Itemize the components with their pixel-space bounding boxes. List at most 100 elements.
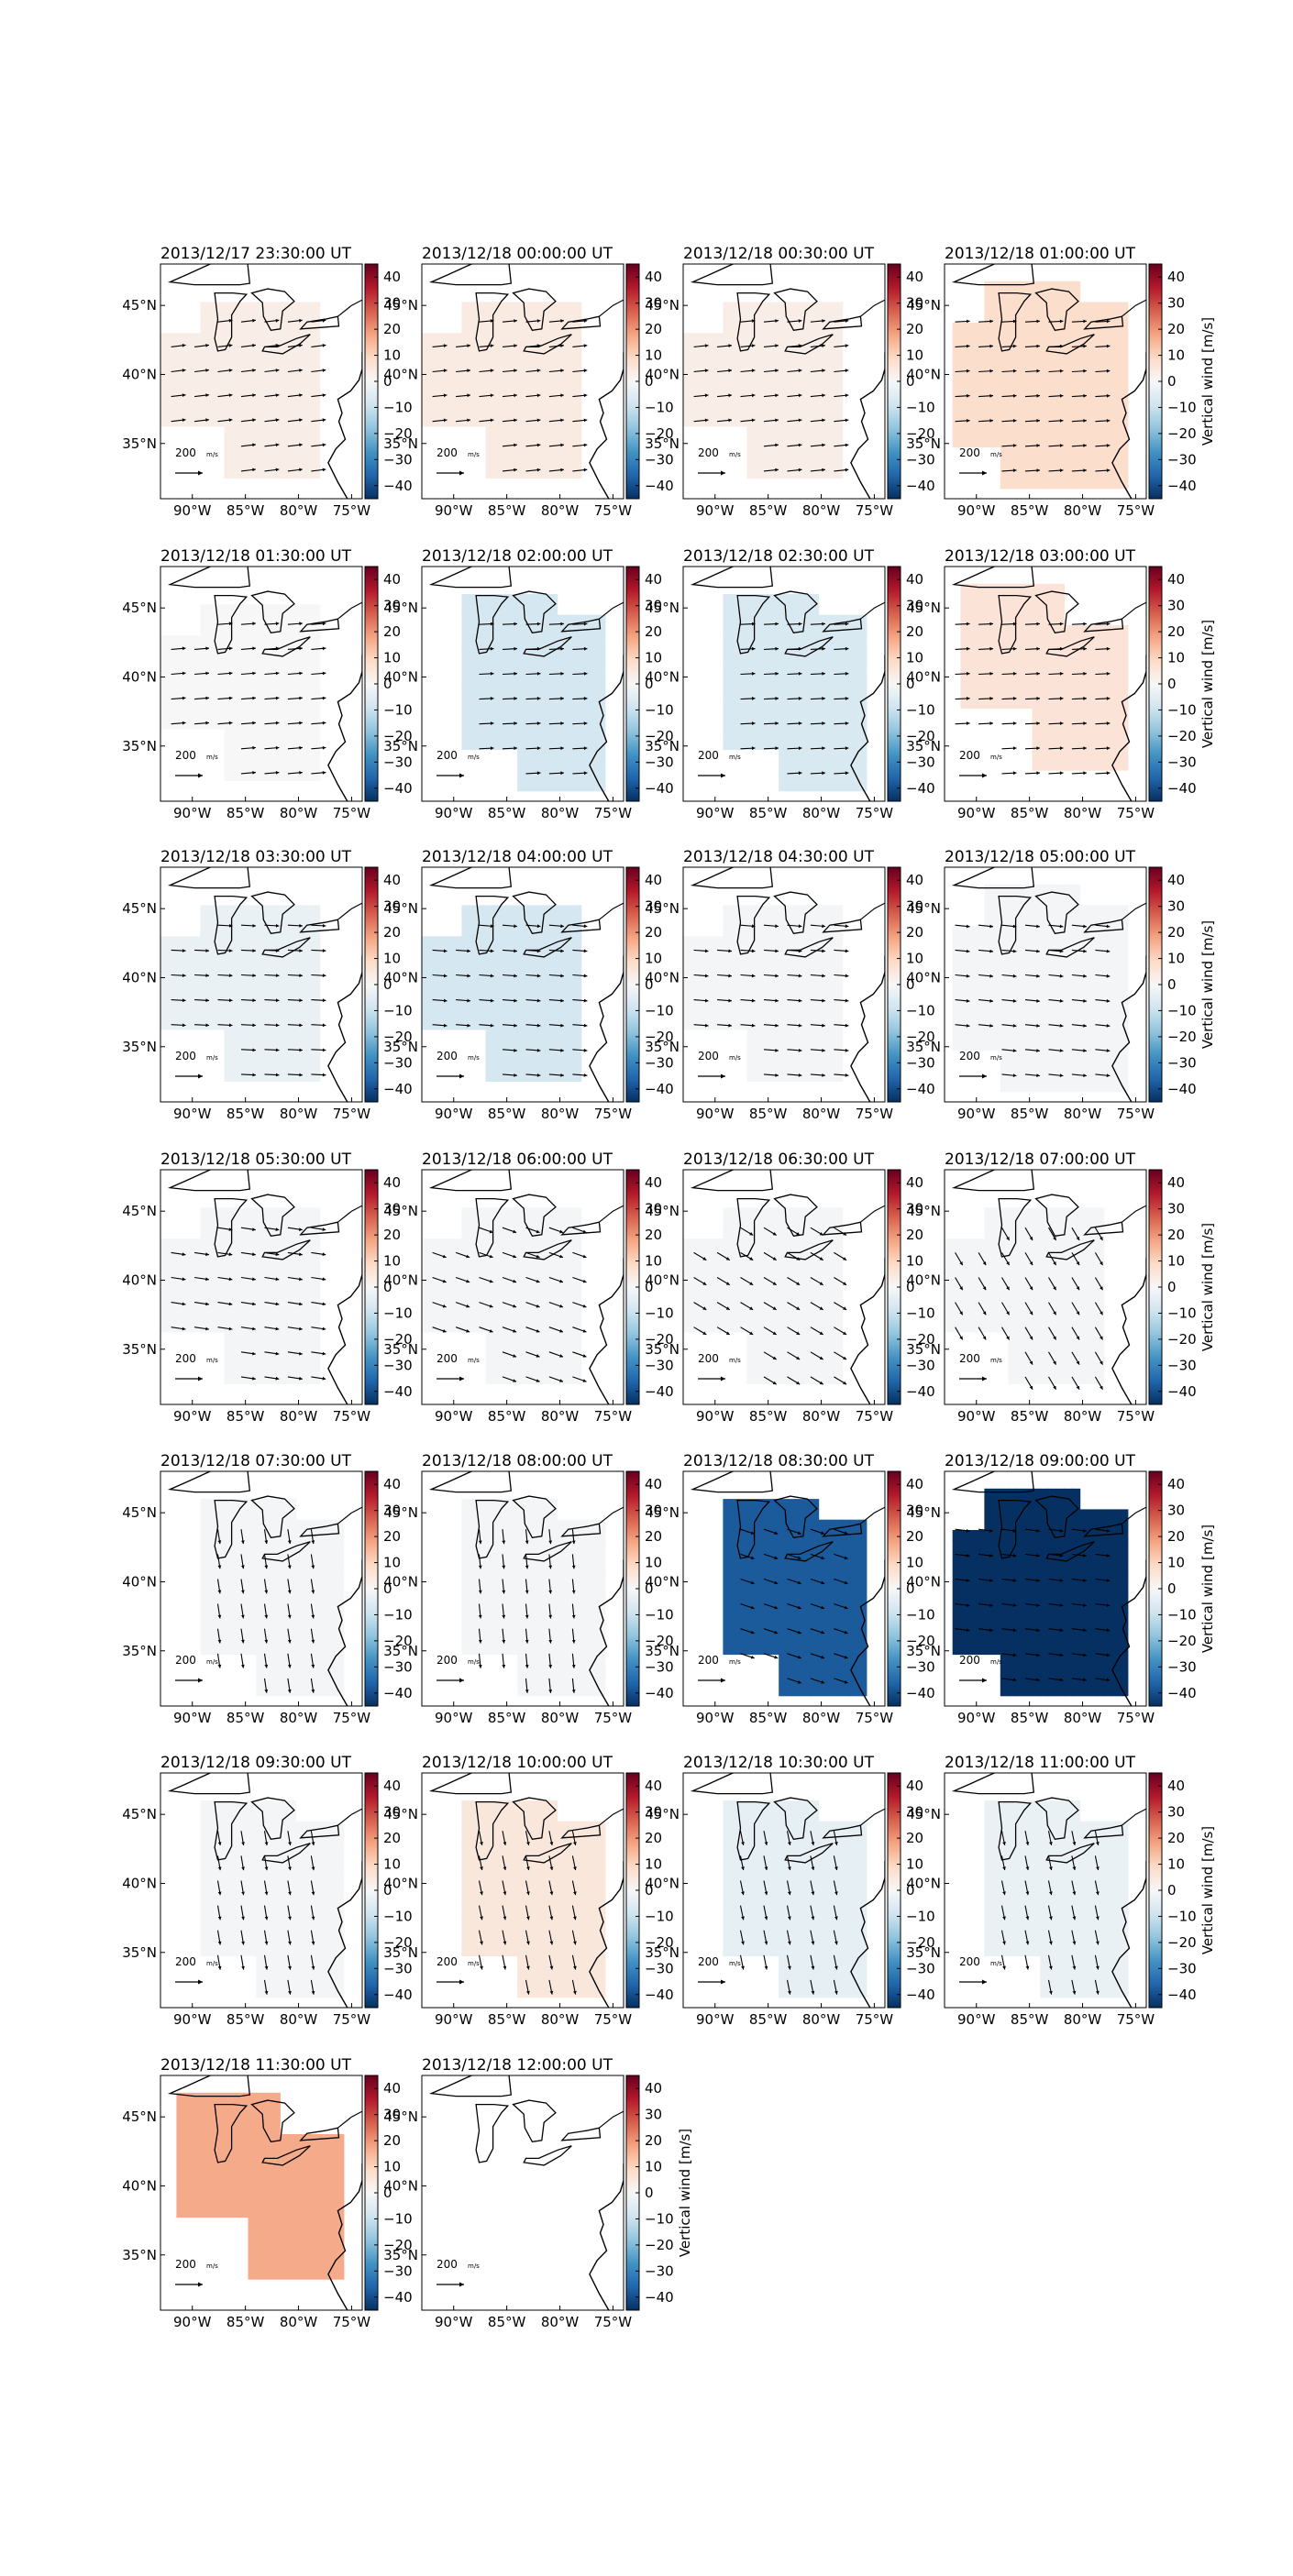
wind-cell <box>731 1018 740 1030</box>
wind-vector-head <box>1083 771 1087 776</box>
wind-cell <box>770 655 779 667</box>
wind-cell <box>1016 677 1025 688</box>
wind-vector-head <box>1083 319 1087 324</box>
wind-cell <box>248 614 257 626</box>
wind-cell <box>493 333 503 345</box>
wind-cell <box>1016 374 1025 386</box>
wind-cell <box>1008 614 1017 626</box>
wind-cell <box>461 926 470 937</box>
wind-cell <box>256 718 265 730</box>
wind-vector-head <box>560 974 564 978</box>
wind-cell <box>786 770 796 781</box>
wind-cell <box>1016 946 1025 958</box>
wind-cell <box>1088 739 1097 751</box>
wind-cell <box>525 614 535 626</box>
colorbar-tick-label: 10 <box>383 951 401 967</box>
wind-cell <box>1103 739 1112 751</box>
wind-cell <box>168 936 177 948</box>
wind-cell <box>976 926 985 937</box>
wind-vector-head <box>205 998 209 1003</box>
wind-cell <box>976 967 985 979</box>
x-tick-label: 80°W <box>1064 502 1102 519</box>
wind-cell <box>707 364 716 376</box>
wind-cell <box>1023 625 1033 636</box>
wind-cell <box>1016 1040 1025 1051</box>
wind-cell <box>280 987 289 999</box>
wind-cell <box>1016 415 1025 427</box>
wind-cell <box>517 998 526 1009</box>
wind-cell <box>779 302 788 314</box>
wind-cell <box>1040 687 1049 699</box>
wind-cell <box>1111 666 1121 678</box>
wind-cell <box>256 374 265 386</box>
wind-cell <box>1064 956 1073 968</box>
wind-cell <box>786 759 796 771</box>
wind-cell <box>304 655 313 667</box>
wind-cell <box>248 1060 257 1072</box>
wind-cell <box>256 739 265 751</box>
wind-cell <box>501 739 511 751</box>
wind-cell <box>1096 759 1105 771</box>
wind-cell <box>232 687 241 699</box>
wind-cell <box>256 998 265 1009</box>
wind-cell <box>1000 1081 1010 1093</box>
wind-cell <box>1000 323 1010 334</box>
wind-cell <box>192 635 201 647</box>
wind-vector-head <box>1083 444 1087 447</box>
wind-cell <box>762 905 772 917</box>
wind-cell <box>509 666 518 678</box>
wind-cell <box>548 323 558 334</box>
wind-cell <box>738 708 748 720</box>
wind-cell <box>826 1018 835 1030</box>
wind-cell <box>200 312 209 324</box>
wind-cell <box>842 749 851 761</box>
wind-cell <box>271 977 281 989</box>
y-tick-label: 40°N <box>906 668 941 685</box>
wind-cell <box>517 457 526 468</box>
wind-cell <box>429 343 438 355</box>
wind-cell <box>992 405 1001 417</box>
wind-cell <box>762 604 772 616</box>
wind-cell <box>232 635 241 647</box>
wind-cell <box>1032 353 1041 365</box>
wind-cell <box>794 594 803 605</box>
wind-cell <box>470 987 479 999</box>
wind-cell <box>216 343 226 355</box>
colorbar-tick-label: 20 <box>1167 321 1185 337</box>
wind-cell <box>263 666 273 678</box>
quiver-key-label: 200 <box>175 446 196 459</box>
wind-cell <box>723 302 732 314</box>
wind-cell <box>1040 625 1049 636</box>
coastline <box>589 352 624 499</box>
wind-cell <box>762 655 772 667</box>
colorbar-tick-label: 0 <box>383 676 392 692</box>
wind-cell <box>762 384 772 396</box>
wind-cell <box>271 655 281 667</box>
wind-cell <box>1032 1040 1041 1051</box>
wind-cell <box>517 323 526 334</box>
wind-cell <box>968 946 978 958</box>
wind-cell <box>1055 998 1065 1009</box>
panel-title: 2013/12/18 00:00:00 UT <box>422 245 613 263</box>
wind-cell <box>168 956 177 968</box>
wind-vector-head <box>775 746 779 751</box>
wind-cell <box>1064 468 1073 479</box>
colorbar-tick-label: −20 <box>645 1029 674 1045</box>
wind-cell <box>1103 395 1112 406</box>
wind-cell <box>1079 425 1089 437</box>
wind-cell <box>1047 292 1057 303</box>
wind-cell <box>485 604 494 616</box>
wind-cell <box>802 343 812 355</box>
map-content <box>683 264 885 499</box>
wind-cell <box>437 374 447 386</box>
wind-cell <box>1040 415 1049 427</box>
wind-vector-head <box>182 369 186 372</box>
wind-cell <box>533 436 542 448</box>
wind-cell <box>794 677 803 688</box>
wind-cell <box>842 687 851 699</box>
wind-cell <box>960 395 969 406</box>
wind-cell <box>786 1071 796 1082</box>
wind-cell <box>248 604 257 616</box>
wind-cell <box>573 728 582 740</box>
wind-cell <box>525 364 535 376</box>
